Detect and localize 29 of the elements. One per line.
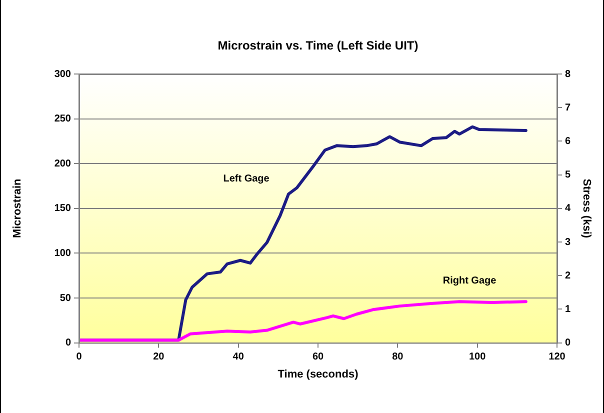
- x-tick-label: 60: [312, 352, 324, 363]
- chart-title: Microstrain vs. Time (Left Side UIT): [218, 38, 418, 52]
- x-tick-label: 80: [392, 352, 404, 363]
- y2-tick-label: 5: [565, 170, 571, 181]
- annotation: Left Gage: [223, 174, 270, 185]
- y-tick-label: 50: [60, 292, 72, 304]
- y-axis-title: Microstrain: [12, 178, 24, 238]
- y-tick-label: 250: [54, 114, 72, 125]
- y-tick-label: 300: [54, 68, 72, 80]
- y2-tick-label: 0: [565, 338, 571, 349]
- y2-tick-label: 8: [565, 68, 571, 80]
- y2-tick-label: 3: [565, 236, 571, 248]
- y2-tick-label: 1: [565, 304, 571, 315]
- y-tick-label: 200: [54, 158, 72, 170]
- y-tick-label: 0: [65, 338, 72, 349]
- x-tick-label: 40: [232, 352, 244, 363]
- y2-tick-label: 6: [565, 136, 571, 147]
- annotation: Right Gage: [442, 276, 497, 287]
- y2-axis-title: Stress (ksi): [580, 178, 592, 238]
- y-tick-label: 150: [54, 203, 72, 214]
- x-tick-label: 0: [76, 352, 82, 363]
- y-tick-label: 100: [54, 248, 72, 259]
- y2-tick-label: 7: [565, 102, 571, 114]
- x-tick-label: 20: [153, 352, 165, 363]
- x-tick-label: 120: [548, 352, 566, 363]
- x-axis-title: Time (seconds): [278, 368, 359, 380]
- x-tick-label: 100: [468, 352, 486, 363]
- y2-tick-label: 4: [565, 203, 571, 214]
- y2-tick-label: 2: [565, 270, 571, 282]
